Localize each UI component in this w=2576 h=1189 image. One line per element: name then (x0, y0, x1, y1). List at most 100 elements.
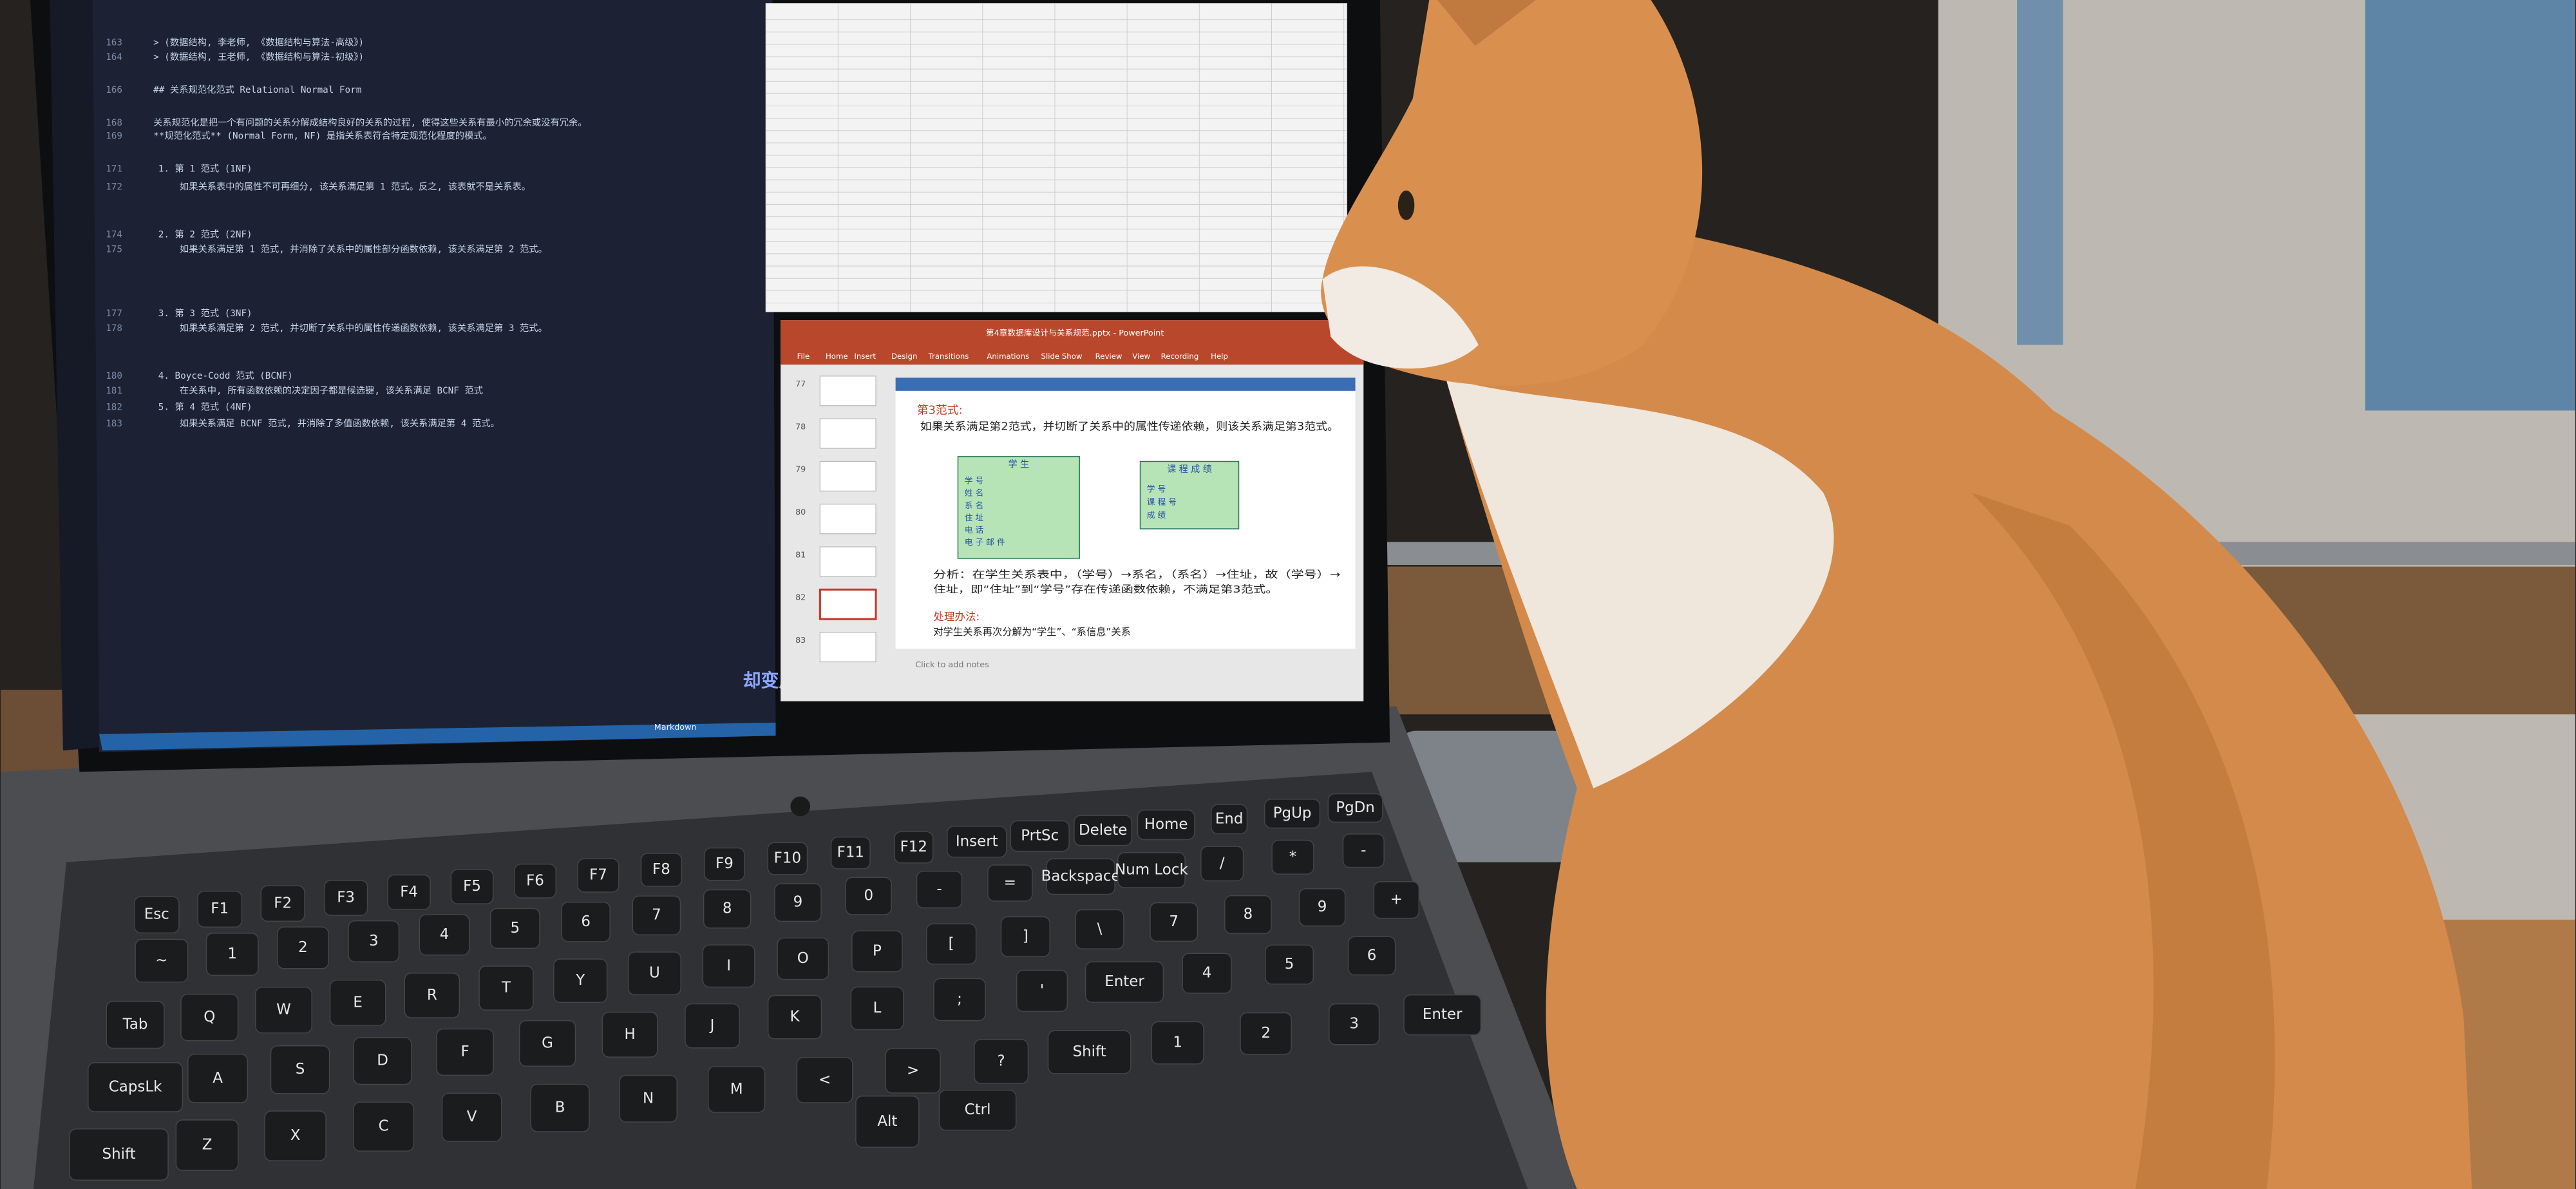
key-label: W (276, 1002, 291, 1018)
key (1264, 799, 1321, 829)
key (1016, 969, 1068, 1013)
key-label: S (296, 1061, 305, 1078)
key (530, 1083, 590, 1132)
ribbon-tab: Design (891, 352, 917, 361)
key-label: 9 (793, 894, 803, 911)
key-label: H (624, 1026, 635, 1043)
table-field: 电 话 (965, 526, 984, 535)
table-field: 住 址 (965, 513, 984, 523)
key (106, 1000, 165, 1049)
key-label: G (542, 1034, 553, 1051)
ribbon-tab: Animations (987, 352, 1029, 361)
key (1046, 858, 1115, 895)
key-label: 5 (1285, 956, 1294, 973)
table-title: 课 程 成 绩 (1167, 464, 1211, 475)
notes-placeholder: Click to add notes (915, 660, 989, 670)
ribbon-tab: Transitions (928, 352, 969, 361)
curtain (2017, 0, 2063, 345)
code-line: 如果关系满足 BCNF 范式, 并消除了多值函数依赖, 该关系满足第 4 范式。 (180, 417, 500, 429)
thumbnail-number: 80 (795, 508, 806, 517)
key-label: PgDn (1336, 799, 1375, 816)
key (323, 880, 368, 916)
line-number: 171 (106, 164, 122, 175)
key (1151, 1021, 1204, 1065)
key (845, 877, 893, 915)
key (1403, 994, 1482, 1036)
key-label: 4 (1202, 965, 1212, 982)
key-label: 3 (1349, 1016, 1359, 1032)
key-label: Ctrl (965, 1101, 991, 1118)
ribbon-tab: Recording (1161, 352, 1199, 361)
key (353, 1101, 415, 1152)
key (1347, 936, 1396, 976)
thumbnail-pane: 77 78 79 80 81 82 83 (795, 376, 877, 663)
key (205, 933, 259, 976)
ribbon-tab: View (1132, 352, 1150, 361)
key-label: X (290, 1127, 301, 1144)
key-label: < (819, 1071, 831, 1088)
key (938, 1089, 1017, 1131)
table-field: 姓 名 (965, 488, 984, 499)
key (264, 1110, 327, 1161)
key-label: = (1004, 875, 1016, 891)
key-label: K (790, 1009, 800, 1025)
line-number: 181 (106, 386, 122, 396)
thumbnail (819, 376, 876, 406)
key-label: Shift (102, 1146, 136, 1163)
key-label: Insert (956, 833, 998, 850)
key (1329, 1003, 1380, 1045)
key (187, 1053, 249, 1103)
key-label: Q (204, 1009, 215, 1025)
key (1084, 961, 1164, 1003)
key (885, 1048, 941, 1094)
key-label: 6 (1367, 947, 1377, 964)
key-label: 7 (1169, 913, 1179, 930)
key (777, 937, 829, 980)
key (855, 1095, 920, 1148)
key-label: - (936, 881, 942, 898)
key (1373, 881, 1420, 919)
line-number: 169 (106, 131, 122, 142)
key (685, 1003, 740, 1049)
line-number: 166 (106, 85, 122, 95)
code-line: 在关系中, 所有函数依赖的决定因子都是候选键, 该关系满足 BCNF 范式 (180, 385, 483, 396)
key-label: D (377, 1052, 388, 1069)
key-label: F11 (837, 844, 864, 861)
key (933, 978, 986, 1022)
key (627, 951, 681, 996)
key-label: Y (575, 972, 585, 989)
key-label: ~ (155, 952, 167, 969)
code-line: 如果关系表中的属性不可再细分, 该关系满足第 1 范式。反之, 该表就不是关系表… (180, 181, 531, 193)
key (88, 1062, 184, 1112)
key-label: [ (949, 935, 954, 952)
key-label: F9 (715, 855, 734, 872)
key-label: Enter (1104, 973, 1144, 990)
line-number: 182 (106, 402, 122, 412)
code-line: 如果关系满足第 2 范式, 并切断了关系中的属性传递函数依赖, 该关系满足第 3… (180, 322, 547, 334)
keyboard: Esc F1 F2 F3 F4 F5 F6 F7 F8 F9 F10 F11 F12 Insert PrtS… (69, 793, 1482, 1181)
key-label: 9 (1318, 899, 1327, 915)
key-label: Z (202, 1137, 213, 1154)
line-number: 175 (106, 245, 122, 255)
key (619, 1074, 678, 1123)
key (254, 986, 312, 1034)
key (851, 930, 903, 973)
code-line: 5. 第 4 范式 (4NF) (158, 401, 252, 412)
key (774, 883, 822, 922)
key-label: V (467, 1108, 477, 1125)
table-field: 学 号 (1147, 484, 1166, 494)
key (561, 901, 611, 942)
key (353, 1036, 412, 1085)
thumbnail (819, 461, 876, 492)
key-label: J (709, 1017, 715, 1034)
key (1000, 916, 1051, 957)
key (767, 994, 822, 1040)
key (640, 853, 683, 887)
line-number: 164 (106, 52, 122, 62)
key (270, 1045, 330, 1094)
code-line: 如果关系满足第 1 范式, 并消除了关系中的属性部分函数依赖, 该关系满足第 2… (180, 243, 547, 255)
key (450, 869, 494, 904)
key (796, 1056, 853, 1103)
key (974, 1039, 1029, 1084)
key-label: CapsLk (109, 1078, 162, 1095)
